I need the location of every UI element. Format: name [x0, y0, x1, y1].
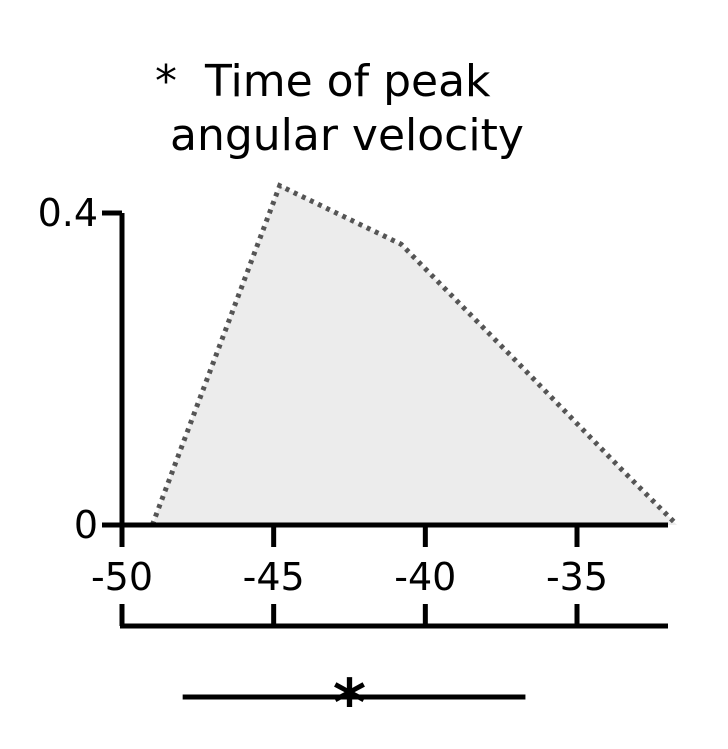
title-marker: *	[155, 56, 177, 107]
x-tick-label-2: -40	[394, 555, 456, 599]
plot-area	[149, 182, 679, 527]
x-tick-label-3: -35	[546, 555, 608, 599]
y-tick-label-0: 0	[74, 503, 98, 547]
summary-peak-marker: *	[333, 667, 366, 741]
chart-title-line-2: angular velocity	[170, 110, 524, 161]
x-ticks: -50 -45 -40 -35	[91, 525, 608, 599]
y-ticks: 00.4	[38, 191, 122, 547]
summary-axis-ticks	[119, 604, 580, 626]
series-line	[149, 182, 679, 527]
y-tick-label-1: 0.4	[38, 191, 98, 235]
chart-title-line-1: Time of peak	[204, 56, 491, 107]
area-fill	[152, 185, 678, 525]
summary-plot: *	[119, 604, 668, 741]
x-tick-label-0: -50	[91, 555, 153, 599]
x-tick-label-1: -45	[243, 555, 305, 599]
